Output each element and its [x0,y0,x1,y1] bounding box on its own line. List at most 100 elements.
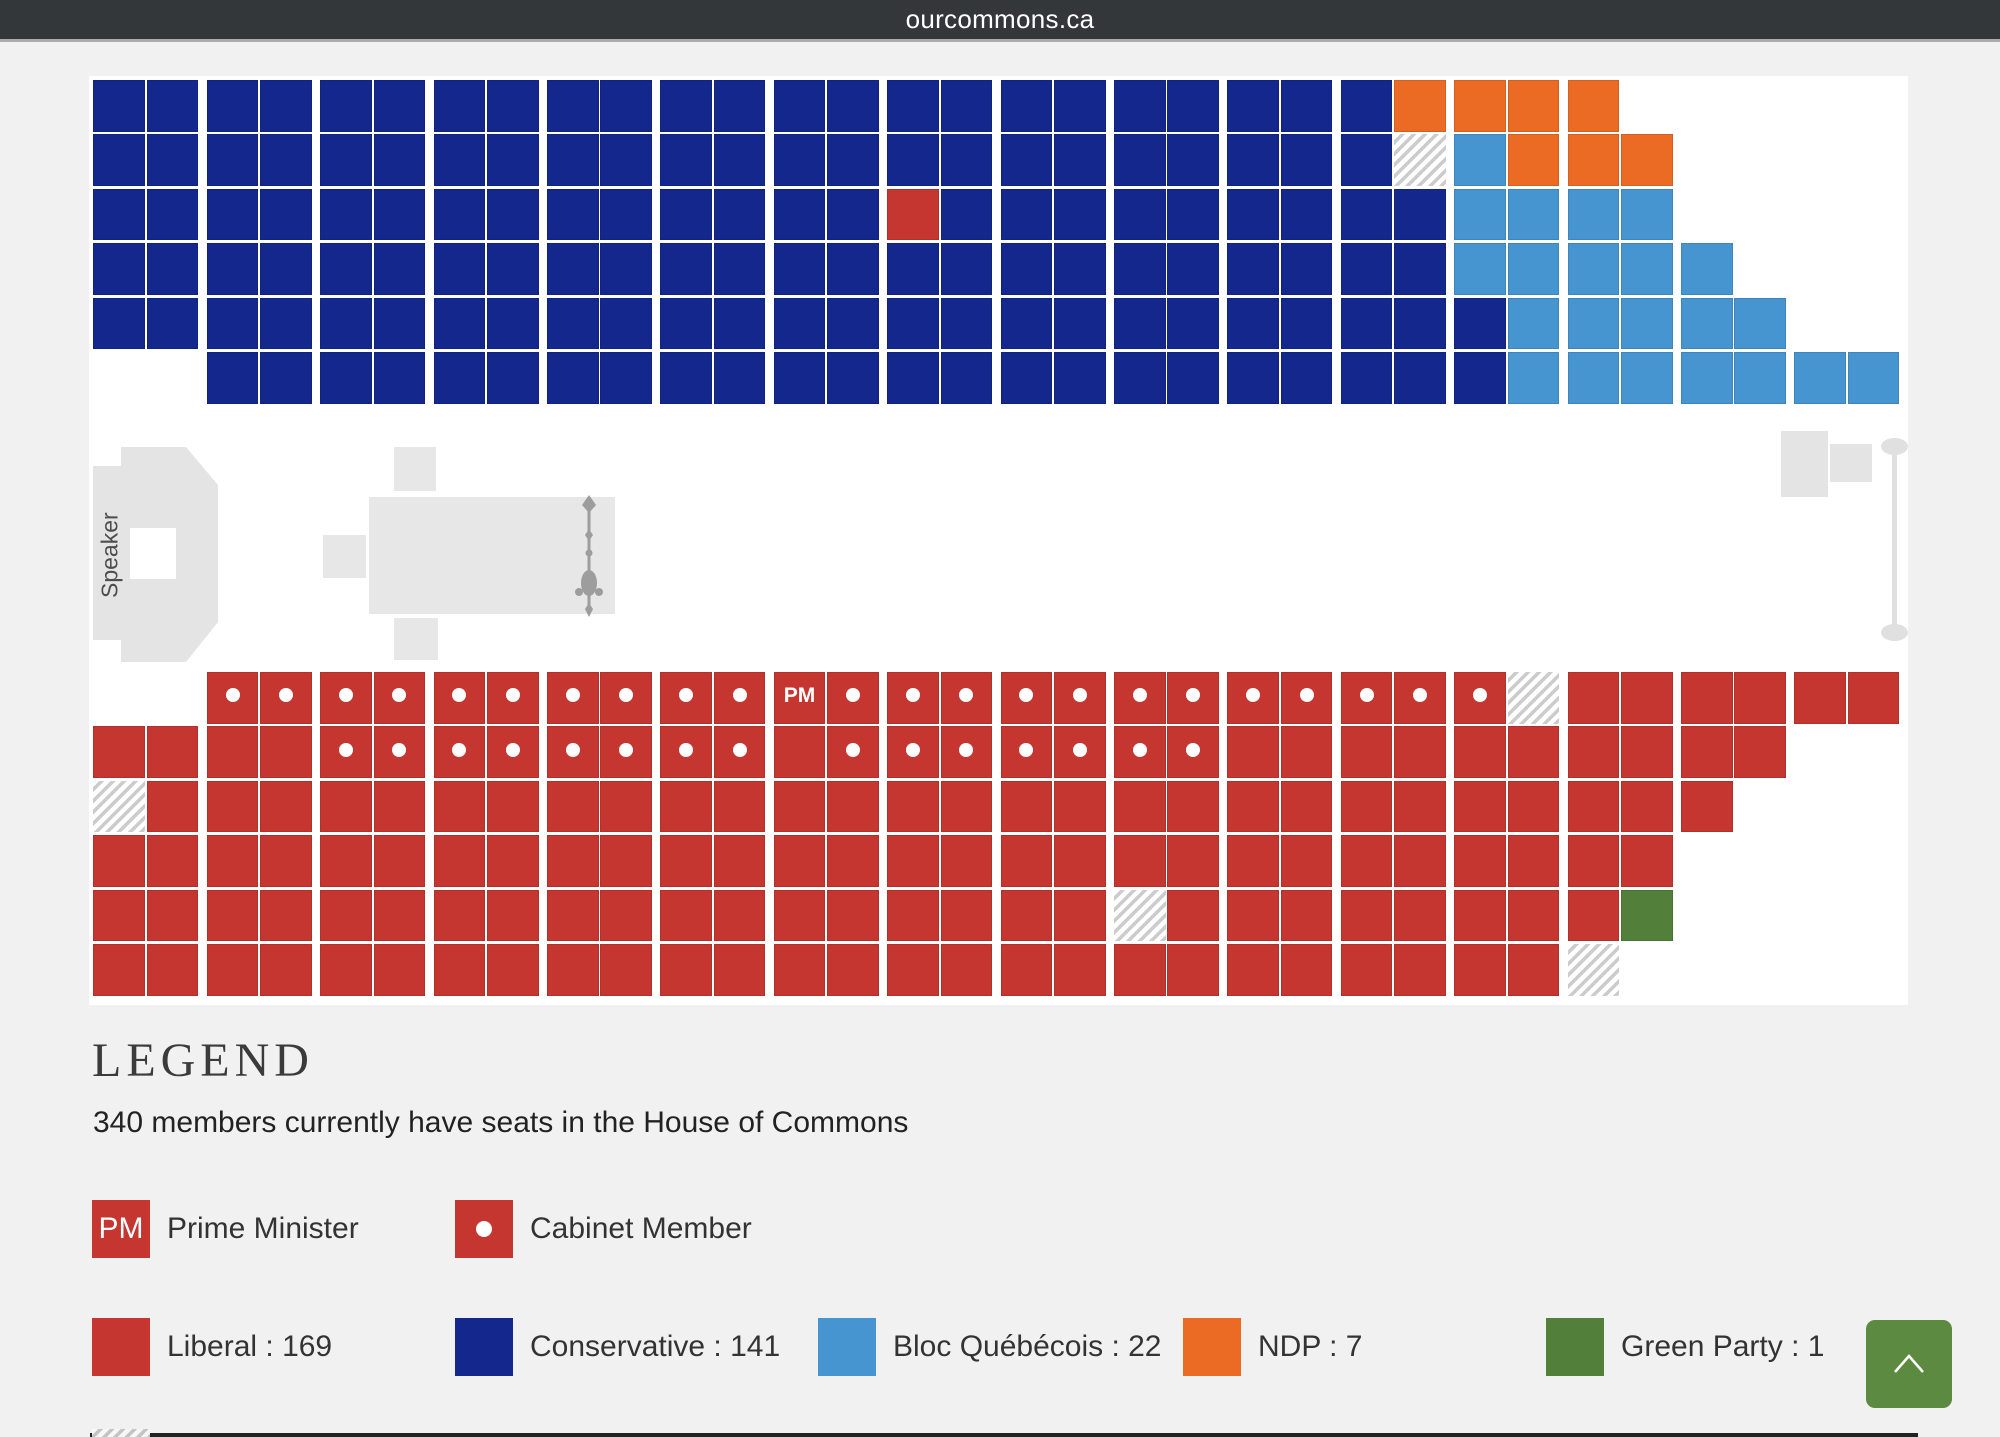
seat-opposition-r4-c17-conservative[interactable] [1000,243,1053,295]
seat-opposition-r3-c27-bloc-quebecois[interactable] [1567,188,1620,241]
seat-opposition-r5-c24-conservative[interactable] [1394,297,1446,350]
seat-opposition-r6-c9-conservative[interactable] [546,352,599,404]
seat-opposition-r6-c6-conservative[interactable] [373,352,426,404]
seat-opposition-r5-c9-conservative[interactable] [546,297,599,350]
seat-opposition-r4-c7-conservative[interactable] [433,243,486,295]
seat-opposition-r4-c27-bloc-quebecois[interactable] [1567,243,1620,295]
seat-opposition-r4-c25-bloc-quebecois[interactable] [1454,243,1506,295]
seat-government-r1-c14-liberal-cabinet-member[interactable] [827,672,879,724]
seat-government-r3-c28-liberal[interactable] [1620,780,1673,833]
seat-opposition-r3-c8-conservative[interactable] [486,188,539,241]
seat-government-r5-c15-liberal[interactable] [887,889,939,942]
seat-government-r5-c20-liberal[interactable] [1167,889,1219,942]
seat-government-r5-c23-liberal[interactable] [1340,889,1393,942]
seat-opposition-r1-c13-conservative[interactable] [773,80,826,132]
seat-opposition-r3-c11-conservative[interactable] [660,188,712,241]
seat-government-r4-c11-liberal[interactable] [660,835,712,887]
seat-government-r2-c12-liberal-cabinet-member[interactable] [713,726,766,779]
seat-government-r1-c21-liberal-cabinet-member[interactable] [1227,672,1279,724]
seat-government-r5-c22-liberal[interactable] [1280,889,1333,942]
seat-government-r4-c4-liberal[interactable] [260,835,312,887]
seat-government-r5-c26-liberal[interactable] [1507,889,1560,942]
seat-government-r1-c22-liberal-cabinet-member[interactable] [1280,672,1333,724]
seat-opposition-r1-c4-conservative[interactable] [260,80,312,132]
seat-opposition-r4-c26-bloc-quebecois[interactable] [1507,243,1560,295]
seat-opposition-r2-c3-conservative[interactable] [206,134,259,187]
seat-opposition-r2-c6-conservative[interactable] [373,134,426,187]
seat-government-r6-c7-liberal[interactable] [433,944,486,996]
seat-government-r3-c23-liberal[interactable] [1340,780,1393,833]
seat-government-r3-c16-liberal[interactable] [940,780,993,833]
seat-government-r4-c25-liberal[interactable] [1454,835,1506,887]
seat-opposition-r2-c21-conservative[interactable] [1227,134,1279,187]
seat-opposition-r1-c16-conservative[interactable] [940,80,993,132]
seat-government-r4-c15-liberal[interactable] [887,835,939,887]
seat-government-r4-c3-liberal[interactable] [206,835,259,887]
seat-opposition-r2-c22-conservative[interactable] [1280,134,1333,187]
seat-government-r2-c13-liberal[interactable] [773,726,826,779]
seat-opposition-r5-c10-conservative[interactable] [600,297,652,350]
seat-government-r2-c3-liberal[interactable] [206,726,259,779]
seat-government-r4-c24-liberal[interactable] [1394,835,1446,887]
seat-opposition-r3-c21-conservative[interactable] [1227,188,1279,241]
seat-government-r5-c13-liberal[interactable] [773,889,826,942]
seat-government-r1-c6-liberal-cabinet-member[interactable] [373,672,426,724]
seat-opposition-r1-c27-ndp[interactable] [1567,80,1620,132]
seat-government-r3-c14-liberal[interactable] [827,780,879,833]
seat-government-r1-c4-liberal-cabinet-member[interactable] [260,672,312,724]
seat-opposition-r2-c4-conservative[interactable] [260,134,312,187]
seat-opposition-r1-c10-conservative[interactable] [600,80,652,132]
seat-opposition-r1-c1-conservative[interactable] [93,80,145,132]
seat-government-r1-c29-liberal[interactable] [1680,672,1733,724]
seat-opposition-r2-c15-conservative[interactable] [887,134,939,187]
seat-opposition-r5-c16-conservative[interactable] [940,297,993,350]
seat-opposition-r1-c14-conservative[interactable] [827,80,879,132]
seat-government-r5-c17-liberal[interactable] [1000,889,1053,942]
seat-government-r4-c13-liberal[interactable] [773,835,826,887]
seat-opposition-r6-c18-conservative[interactable] [1053,352,1106,404]
seat-opposition-r5-c11-conservative[interactable] [660,297,712,350]
seat-opposition-r5-c14-conservative[interactable] [827,297,879,350]
seat-opposition-r4-c18-conservative[interactable] [1053,243,1106,295]
seat-opposition-r2-c12-conservative[interactable] [713,134,766,187]
seat-opposition-r6-c12-conservative[interactable] [713,352,766,404]
seat-government-r4-c26-liberal[interactable] [1507,835,1560,887]
seat-government-r2-c23-liberal[interactable] [1340,726,1393,779]
seat-government-r5-c21-liberal[interactable] [1227,889,1279,942]
seat-opposition-r3-c10-conservative[interactable] [600,188,652,241]
seat-opposition-r2-c16-conservative[interactable] [940,134,993,187]
seat-government-r1-c20-liberal-cabinet-member[interactable] [1167,672,1219,724]
seat-government-r2-c7-liberal-cabinet-member[interactable] [433,726,486,779]
seat-opposition-r2-c27-ndp[interactable] [1567,134,1620,187]
seat-government-r6-c2-liberal[interactable] [146,944,199,996]
seat-government-r4-c16-liberal[interactable] [940,835,993,887]
seat-opposition-r5-c5-conservative[interactable] [320,297,372,350]
seat-opposition-r6-c23-conservative[interactable] [1340,352,1393,404]
seat-government-r6-c20-liberal[interactable] [1167,944,1219,996]
seat-government-r1-c32-liberal[interactable] [1847,672,1900,724]
seat-government-r3-c6-liberal[interactable] [373,780,426,833]
seat-opposition-r3-c18-conservative[interactable] [1053,188,1106,241]
seat-opposition-r6-c16-conservative[interactable] [940,352,993,404]
seat-opposition-r6-c15-conservative[interactable] [887,352,939,404]
seat-government-r3-c24-liberal[interactable] [1394,780,1446,833]
seat-opposition-r1-c9-conservative[interactable] [546,80,599,132]
seat-government-r2-c2-liberal[interactable] [146,726,199,779]
seat-government-r1-c24-liberal-cabinet-member[interactable] [1394,672,1446,724]
seat-opposition-r2-c18-conservative[interactable] [1053,134,1106,187]
seat-opposition-r1-c5-conservative[interactable] [320,80,372,132]
seat-government-r3-c29-liberal[interactable] [1680,780,1733,833]
seat-government-r4-c21-liberal[interactable] [1227,835,1279,887]
seat-opposition-r4-c10-conservative[interactable] [600,243,652,295]
seat-opposition-r5-c7-conservative[interactable] [433,297,486,350]
seat-opposition-r5-c4-conservative[interactable] [260,297,312,350]
seat-opposition-r1-c25-ndp[interactable] [1454,80,1506,132]
seat-government-r4-c1-liberal[interactable] [93,835,145,887]
seat-government-r5-c27-liberal[interactable] [1567,889,1620,942]
seat-opposition-r1-c6-conservative[interactable] [373,80,426,132]
seat-government-r6-c17-liberal[interactable] [1000,944,1053,996]
seat-opposition-r3-c23-conservative[interactable] [1340,188,1393,241]
seat-opposition-r3-c7-conservative[interactable] [433,188,486,241]
seat-opposition-r4-c12-conservative[interactable] [713,243,766,295]
seat-opposition-r3-c2-conservative[interactable] [146,188,199,241]
